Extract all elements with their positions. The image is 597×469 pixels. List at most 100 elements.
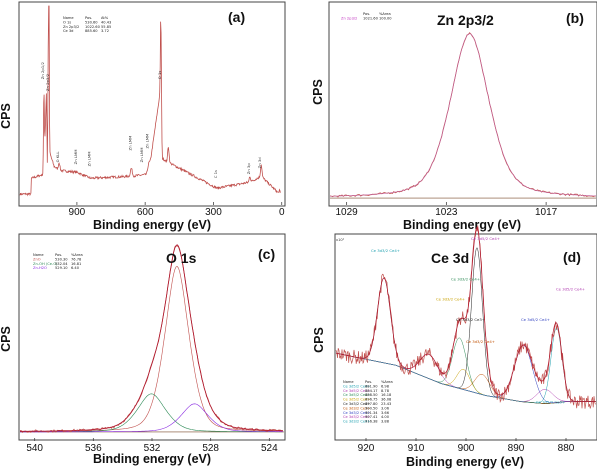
panel-b-xlabel: Binding energy (eV) [403, 218, 521, 232]
panel-c-component-1 [20, 393, 283, 433]
panel-c-legend-area-0: 76.78 [71, 257, 82, 261]
panel-b-legend-name-0: Zn 2p3/2 [341, 16, 357, 20]
panel-c-legend-area-1: 16.81 [71, 262, 81, 266]
panel-a-plot-area: 900 600 300 0 Name Pos. At% O 1s 530.60 40.43 Zn 2… [19, 5, 285, 218]
panel-d-legend-pos-8: 916.38 [365, 420, 378, 424]
panel-d-xtick-label-3: 890 [508, 443, 525, 454]
panel-d-legend-name-0: Ce 3d5/2 Ce4+ [343, 384, 370, 388]
panel-d-ymark: x10² [336, 238, 345, 242]
panel-d-legend-area-4: 23.43 [381, 402, 391, 406]
panel-a-xtick-label-0: 900 [69, 207, 86, 218]
panel-a-legend-name-2: Ce 3d [63, 29, 73, 33]
panel-d-legend-name-2: Ce 3d5/2 Ce4+ [343, 393, 370, 397]
panel-a: 900 600 300 0 Name Pos. At% O 1s 530.60 40.43 Zn 2… [0, 1, 286, 232]
panel-a-legend-name-0: O 1s [63, 20, 71, 24]
panel-d-envelope [335, 226, 596, 402]
panel-a-legend-area-1: 55.85 [101, 25, 111, 29]
panel-d-peak-label-5: Ce 3d3/2 Ce4+ [466, 339, 495, 344]
panel-d-legend-area-2: 16.18 [381, 393, 392, 397]
panel-d-peak-label-1: Ce 3d5/2 Ce4+ [471, 236, 500, 241]
panel-c-legend-name-2: Zn-H2O [33, 266, 47, 270]
panel-b-legend-pos-0: 1021.60 [363, 16, 379, 20]
panel-a-letter: (a) [228, 9, 245, 25]
panel-d-legend-pos-3: 896.75 [365, 398, 378, 402]
panel-c-xtick-label-4: 524 [261, 443, 278, 454]
panel-d-component-8 [335, 327, 596, 404]
panel-c-legend-header-pos: Pos. [55, 253, 62, 257]
panel-a-legend-area-2: 3.72 [101, 29, 109, 33]
panel-a-legend-header-name: Name [63, 16, 74, 20]
panel-a-peak-label-5: Zn LMM [127, 136, 132, 151]
panel-b-xtick-label-0: 1029 [336, 207, 359, 218]
panel-c-component-0 [20, 266, 283, 432]
panel-d-legend-pos-0: 881.90 [365, 384, 378, 388]
panel-d-legend-name-3: Ce 3d5/2 Ce4+ [343, 398, 370, 402]
panel-c-xtick-label-3: 528 [202, 443, 219, 454]
panel-a-xtick-label-1: 600 [137, 207, 154, 218]
panel-c-xtick-label-1: 536 [85, 443, 102, 454]
panel-d-plot-area: 920 910 900 890 880 Name Pos. %Area Ce 3d5/2 Ce4… [335, 225, 596, 454]
panel-d-legend-area-1: 8.78 [381, 389, 390, 393]
panel-d-xtick-label-0: 920 [358, 443, 375, 454]
panel-c-legend-pos-1: 532.04 [55, 262, 68, 266]
panel-b-xtick-label-2: 1017 [535, 207, 558, 218]
panel-c-letter: (c) [258, 246, 275, 262]
panel-d-letter: (d) [563, 249, 581, 265]
panel-d-peak-label-2: Ce 3d3/2 Ce4+ [451, 276, 480, 281]
panel-d-xtick-label-4: 880 [558, 443, 575, 454]
panel-a-frame [18, 1, 286, 207]
panel-d-peak-label-8: Ce 3d5/2 Ce3+ [536, 400, 565, 405]
panel-d-ylabel: CPS [312, 327, 326, 353]
panel-b-xtick-label-1: 1023 [435, 207, 458, 218]
panel-a-legend-pos-0: 530.60 [85, 20, 98, 24]
panel-d-legend-name-4: Ce 3d3/2 Ce4+ [343, 402, 370, 406]
panel-c-legend-pos-2: 529.10 [55, 266, 68, 270]
panel-d-legend-area-8: 3.88 [381, 420, 390, 424]
panel-a-xlabel: Binding energy (eV) [93, 218, 211, 232]
panel-a-xtick-label-2: 300 [205, 207, 222, 218]
panel-d-xtick-label-1: 910 [408, 443, 425, 454]
panel-d-legend-pos-5: 900.50 [365, 406, 378, 410]
panel-b-legend-header-area: %Area [379, 12, 391, 16]
panel-b: 1029 1023 1017 Pos. %Area Zn 2p3/2 1021.60 100.… [311, 1, 597, 232]
panel-d-xlabel: Binding energy (eV) [406, 455, 524, 469]
panel-c-xtick-label-2: 532 [144, 443, 161, 454]
panel-d-legend-area-0: 6.98 [381, 384, 390, 388]
panel-d-title: Ce 3d [431, 250, 469, 266]
panel-c-envelope [20, 244, 283, 432]
panel-a-peak-label-2: Zn 2p1/2 [40, 62, 45, 80]
panel-d-legend-name-5: Ce 3d3/2 Ce3+ [343, 406, 370, 410]
panel-d-legend-name-6: Ce 3d3/2 Ce4+ [343, 411, 370, 415]
panel-d-legend-header-area: %Area [381, 380, 393, 384]
panel-b-legend-area-0: 100.00 [379, 16, 392, 20]
panel-c-legend-header-name: Name [33, 253, 44, 257]
panel-d-legend-area-6: 3.66 [381, 411, 390, 415]
panel-a-legend-header-area: At% [101, 16, 109, 20]
panel-c-plot-area: 540 536 532 528 524 Name Pos. %Area ZnO 530.30 76.… [19, 244, 284, 454]
panel-d-legend-name-8: Ce 3d3/2 Ce4+ [343, 420, 370, 424]
panel-a-legend-header-pos: Pos. [85, 16, 92, 20]
panel-d-peak-label-7: Ce 3d5/2 Ce4+ [556, 287, 585, 292]
panel-c-legend-header-area: %Area [71, 253, 83, 257]
panel-d-legend-pos-6: 901.34 [365, 411, 378, 415]
panel-d-peak-label-6: Ce 3d5/2 Ce4+ [521, 317, 550, 322]
panel-a-legend-area-0: 40.43 [101, 20, 111, 24]
panel-a-peak-label-11: Zn 3d [257, 157, 262, 169]
panel-c-xlabel: Binding energy (eV) [93, 452, 211, 466]
panel-a-peak-label-4: Zn LMM [87, 151, 92, 166]
panel-b-legend-header-pos: Pos. [363, 12, 370, 16]
panel-c-title: O 1s [166, 250, 197, 266]
panel-c: 540 536 532 528 524 Name Pos. %Area ZnO 530.30 76.… [0, 233, 286, 466]
panel-d-xtick-label-2: 900 [458, 443, 475, 454]
panel-d-legend-pos-4: 897.80 [365, 402, 378, 406]
panel-d-legend-header-name: Name [343, 380, 354, 384]
panel-a-peak-label-3: Zn LMM [73, 149, 78, 164]
panel-a-peak-label-0: Zn 2p3/2 [45, 73, 50, 91]
panel-d-legend-pos-1: 884.17 [365, 389, 378, 393]
panel-b-data-curve [329, 32, 596, 198]
panel-a-peak-label-6: Zn LMM [139, 148, 144, 163]
panel-d-legend-area-5: 3.06 [381, 406, 390, 410]
panel-a-legend-name-1: Zn 2p3/2 [63, 25, 79, 29]
panel-c-legend-name-0: ZnO [33, 257, 41, 261]
